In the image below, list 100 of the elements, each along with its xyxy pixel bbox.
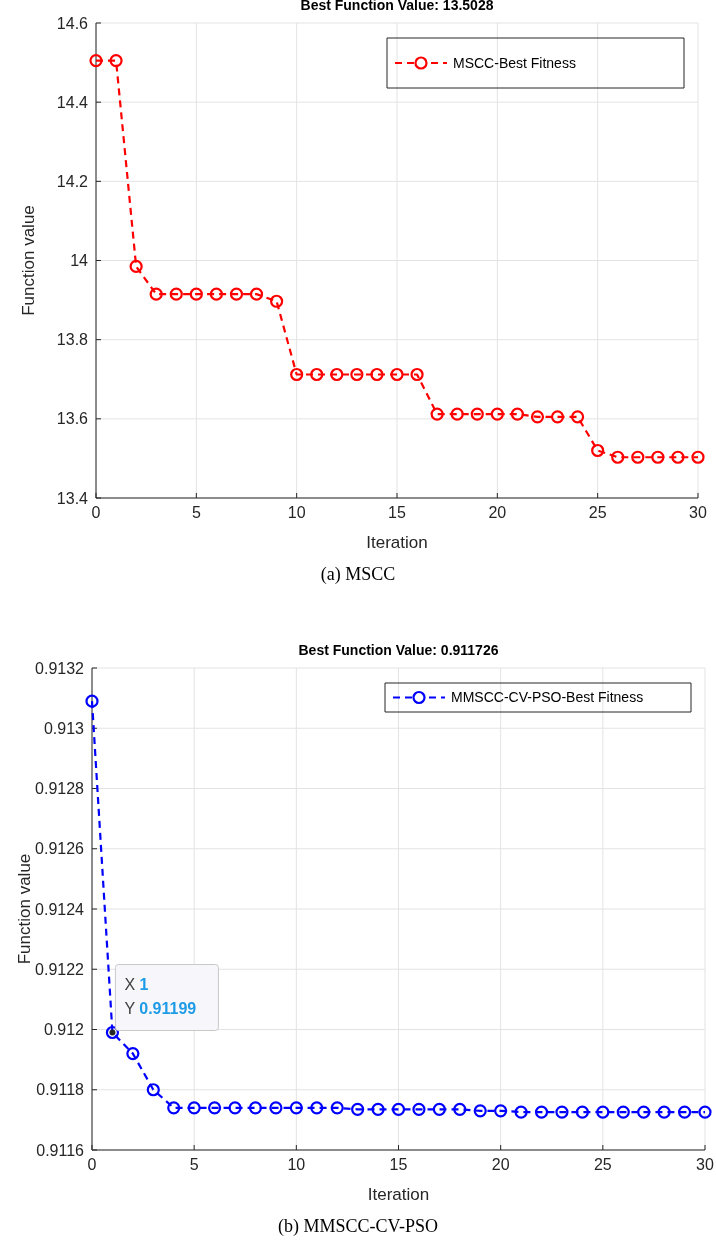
point xyxy=(270,294,284,308)
x-tick-label: 20 xyxy=(491,1156,510,1173)
point xyxy=(249,287,264,301)
point xyxy=(555,1105,569,1119)
point xyxy=(330,1101,344,1115)
point xyxy=(671,450,685,464)
point xyxy=(330,367,344,382)
point xyxy=(189,287,203,301)
y-tick-label: 13.6 xyxy=(56,410,89,428)
y-tick-label: 14.4 xyxy=(56,93,89,111)
y-tick-label: 0.9122 xyxy=(35,960,85,978)
text: (b) MMSCC-CV-PSO xyxy=(278,1216,438,1237)
point xyxy=(631,450,645,464)
point xyxy=(651,450,665,464)
point xyxy=(514,1105,528,1119)
legend-label: MMSCC-CV-PSO-Best Fitness xyxy=(451,689,644,706)
y-tick-label: 0.9124 xyxy=(35,900,85,918)
y-tick-label: 14 xyxy=(70,252,89,270)
x-axis-title: Iteration xyxy=(367,1185,430,1204)
point xyxy=(167,1101,181,1115)
point xyxy=(611,450,625,464)
y-tick-label: 0.912 xyxy=(43,1021,85,1039)
point xyxy=(391,1102,406,1116)
y-tick-label: 13.8 xyxy=(56,331,89,349)
point xyxy=(248,1101,263,1115)
y-tick-label: 0.9116 xyxy=(36,1141,85,1159)
point xyxy=(149,287,163,301)
point xyxy=(229,287,244,301)
point xyxy=(390,367,404,382)
text: (a) MSCC xyxy=(320,564,396,585)
x-tick-label: 30 xyxy=(689,504,707,521)
point xyxy=(473,1104,487,1118)
point xyxy=(269,1101,283,1115)
point xyxy=(371,1102,385,1116)
x-tick-label: 15 xyxy=(388,504,406,521)
y-tick-label: 0.9126 xyxy=(35,840,85,858)
point xyxy=(530,410,545,424)
point xyxy=(453,1102,467,1116)
x-tick-label: 25 xyxy=(593,1156,612,1173)
point xyxy=(575,1105,589,1119)
point xyxy=(105,1025,120,1040)
point xyxy=(470,407,484,421)
point xyxy=(677,1105,692,1119)
x-axis-title: Iteration xyxy=(366,533,428,552)
x-tick-label: 10 xyxy=(287,1156,306,1173)
point xyxy=(289,1101,303,1115)
point xyxy=(310,1101,324,1115)
point xyxy=(510,407,524,421)
point xyxy=(412,1102,426,1116)
point xyxy=(637,1105,651,1119)
point xyxy=(89,54,103,68)
x-tick-label: 0 xyxy=(87,1156,97,1173)
point xyxy=(657,1105,671,1119)
y-tick-label: 14.2 xyxy=(56,172,89,190)
point xyxy=(109,54,123,68)
point xyxy=(450,407,464,421)
point xyxy=(591,443,605,458)
point xyxy=(310,367,324,382)
point xyxy=(209,287,223,301)
point xyxy=(351,1102,365,1116)
x-tick-label: 15 xyxy=(389,1156,408,1173)
y-tick-label: 14.6 xyxy=(56,14,89,32)
point xyxy=(208,1101,222,1115)
y-tick-label: 0.913 xyxy=(43,719,85,737)
point xyxy=(370,367,384,382)
point xyxy=(550,410,565,424)
point xyxy=(534,1105,549,1119)
point xyxy=(129,259,143,274)
point xyxy=(691,450,705,464)
point xyxy=(494,1104,508,1118)
point xyxy=(169,287,183,301)
x-tick-label: 20 xyxy=(488,504,507,521)
point xyxy=(596,1105,610,1119)
legend-label: MSCC-Best Fitness xyxy=(453,54,576,71)
point xyxy=(430,407,444,421)
point xyxy=(187,1101,201,1115)
point xyxy=(616,1105,630,1119)
point xyxy=(410,367,424,382)
y-axis-title: Function value xyxy=(19,205,38,316)
point xyxy=(146,1083,160,1097)
point xyxy=(490,407,504,421)
point xyxy=(126,1047,140,1061)
point xyxy=(571,410,585,424)
chart-title: Best Function Value: 0.911726 xyxy=(298,642,499,658)
point xyxy=(228,1101,242,1115)
x-tick-label: 10 xyxy=(287,504,306,521)
chart-title: Best Function Value: 13.5028 xyxy=(300,0,494,13)
x-tick-label: 0 xyxy=(91,504,101,521)
x-tick-label: 5 xyxy=(191,504,201,521)
x-tick-label: 30 xyxy=(696,1156,714,1173)
x-tick-label: 5 xyxy=(189,1156,199,1173)
x-tick-label: 25 xyxy=(588,504,607,521)
point xyxy=(290,367,304,382)
y-tick-label: 0.9128 xyxy=(35,780,85,798)
point xyxy=(698,1105,712,1119)
y-tick-label: 0.9132 xyxy=(35,659,85,677)
annotation: X 1 Y 0.91199 xyxy=(124,975,197,1017)
point xyxy=(85,694,99,708)
y-tick-label: 13.4 xyxy=(56,489,89,507)
point xyxy=(350,367,364,382)
